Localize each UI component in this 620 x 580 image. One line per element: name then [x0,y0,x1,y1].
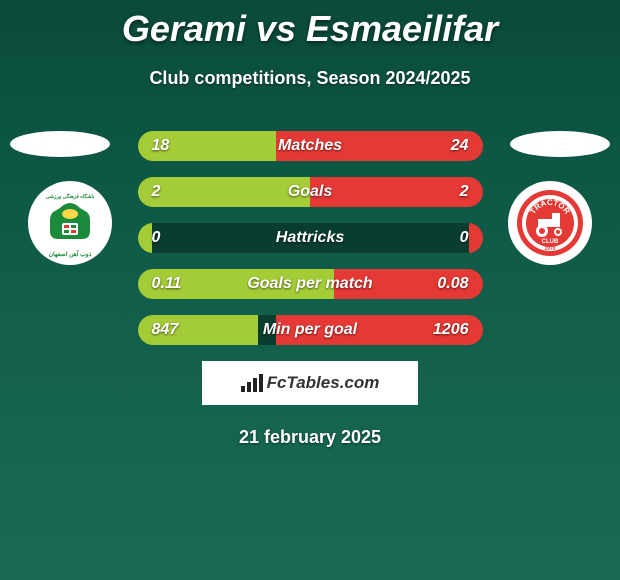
stat-value-right: 0.08 [437,275,468,293]
stat-bar-right: 2 [310,177,483,207]
stat-row: 2 Goals 2 [138,177,483,207]
stat-value-right: 24 [451,137,469,155]
stat-label: Min per goal [263,321,357,339]
page-title: Gerami vs Esmaeilifar [0,0,620,50]
svg-text:ذوب آهن اصفهان: ذوب آهن اصفهان [49,250,92,258]
team-logo-right: TRACTOR CLUB 1970 [508,181,592,265]
svg-text:باشگاه فرهنگی ورزشی: باشگاه فرهنگی ورزشی [46,193,95,200]
tractor-logo-icon: TRACTOR CLUB 1970 [510,183,590,263]
stat-row: 847 Min per goal 1206 [138,315,483,345]
date-text: 21 february 2025 [0,427,620,448]
stat-row: 0.11 Goals per match 0.08 [138,269,483,299]
branding-text: FcTables.com [267,373,380,393]
comparison-content: باشگاه فرهنگی ورزشی ذوب آهن اصفهان TRACT… [0,131,620,345]
svg-text:CLUB: CLUB [542,239,559,245]
stat-label: Goals [288,183,332,201]
zob-ahan-logo-icon: باشگاه فرهنگی ورزشی ذوب آهن اصفهان [30,183,110,263]
stat-value-right: 2 [460,183,469,201]
stat-row: 18 Matches 24 [138,131,483,161]
stat-value-left: 2 [152,183,161,201]
stat-value-left: 0.11 [152,275,182,293]
subtitle: Club competitions, Season 2024/2025 [0,68,620,89]
stat-rows-container: 18 Matches 24 2 Goals 2 0 Hattricks 0 0.11 Goals p… [138,131,483,345]
team-logo-left: باشگاه فرهنگی ورزشی ذوب آهن اصفهان [28,181,112,265]
branding-box: FcTables.com [202,361,418,405]
stat-bar-left: 2 [138,177,311,207]
player-badge-left [10,131,110,157]
svg-text:1970: 1970 [544,246,555,252]
stat-label: Goals per match [247,275,372,293]
stat-bar-left: 847 [138,315,259,345]
stat-value-right: 0 [460,229,469,247]
player-badge-right [510,131,610,157]
stat-row: 0 Hattricks 0 [138,223,483,253]
stat-value-left: 0 [152,229,161,247]
stat-label: Matches [278,137,342,155]
stat-value-left: 18 [152,137,170,155]
stat-label: Hattricks [276,229,344,247]
bars-icon [241,374,263,392]
stat-value-right: 1206 [433,321,469,339]
stat-value-left: 847 [152,321,179,339]
stat-bar-left: 0 [138,223,152,253]
stat-bar-right: 0 [469,223,483,253]
stat-bar-left: 18 [138,131,276,161]
